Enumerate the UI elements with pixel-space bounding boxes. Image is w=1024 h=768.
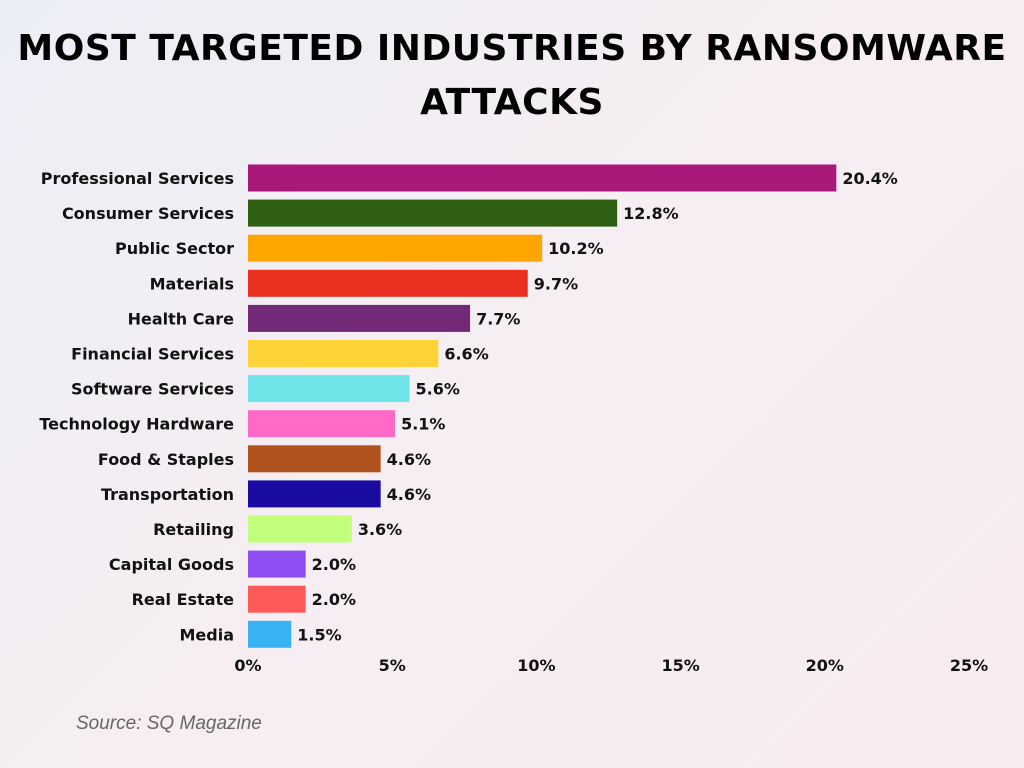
- category-label: Financial Services: [71, 345, 234, 364]
- x-tick-label: 25%: [950, 656, 988, 675]
- data-label: 3.6%: [358, 520, 402, 539]
- bar: [248, 620, 292, 648]
- category-label: Health Care: [128, 309, 235, 328]
- bar: [248, 234, 543, 262]
- bar: [248, 164, 837, 192]
- category-label: Software Services: [71, 380, 234, 399]
- data-label: 5.6%: [416, 380, 460, 399]
- data-label: 1.5%: [297, 625, 341, 644]
- x-tick-label: 0%: [234, 656, 261, 675]
- bar: [248, 375, 410, 403]
- bar: [248, 550, 306, 578]
- data-label: 20.4%: [842, 169, 898, 188]
- category-label: Technology Hardware: [39, 415, 234, 434]
- bar: [248, 480, 381, 508]
- category-label: Professional Services: [41, 169, 234, 188]
- bar: [248, 515, 352, 543]
- category-label: Materials: [150, 274, 234, 293]
- bar: [248, 340, 439, 367]
- data-label: 4.6%: [387, 450, 431, 469]
- data-label: 10.2%: [548, 239, 604, 258]
- category-label: Retailing: [153, 520, 234, 539]
- bar: [248, 269, 528, 297]
- x-tick-label: 5%: [379, 656, 406, 675]
- x-tick-label: 15%: [661, 656, 699, 675]
- data-label: 5.1%: [401, 415, 445, 434]
- category-label: Capital Goods: [109, 555, 234, 574]
- data-label: 7.7%: [476, 309, 520, 328]
- x-tick-label: 10%: [517, 656, 555, 675]
- bar: [248, 304, 471, 332]
- x-tick-label: 20%: [806, 656, 844, 675]
- data-label: 9.7%: [534, 274, 578, 293]
- data-label: 6.6%: [444, 345, 488, 364]
- bar: [248, 585, 306, 613]
- category-label: Transportation: [101, 485, 234, 504]
- data-label: 12.8%: [623, 204, 679, 223]
- source-note: Source: SQ Magazine: [76, 713, 262, 734]
- bar: [248, 410, 396, 438]
- category-label: Consumer Services: [62, 204, 234, 223]
- category-label: Real Estate: [132, 590, 235, 609]
- category-label: Public Sector: [115, 239, 234, 258]
- category-label: Media: [179, 625, 234, 644]
- bar: [248, 445, 381, 473]
- data-label: 2.0%: [312, 555, 356, 574]
- category-label: Food & Staples: [98, 450, 234, 469]
- data-label: 2.0%: [312, 590, 356, 609]
- data-label: 4.6%: [387, 485, 431, 504]
- chart-title: MOST TARGETED INDUSTRIES BY RANSOMWARE A…: [17, 28, 1007, 123]
- bar: [248, 199, 618, 227]
